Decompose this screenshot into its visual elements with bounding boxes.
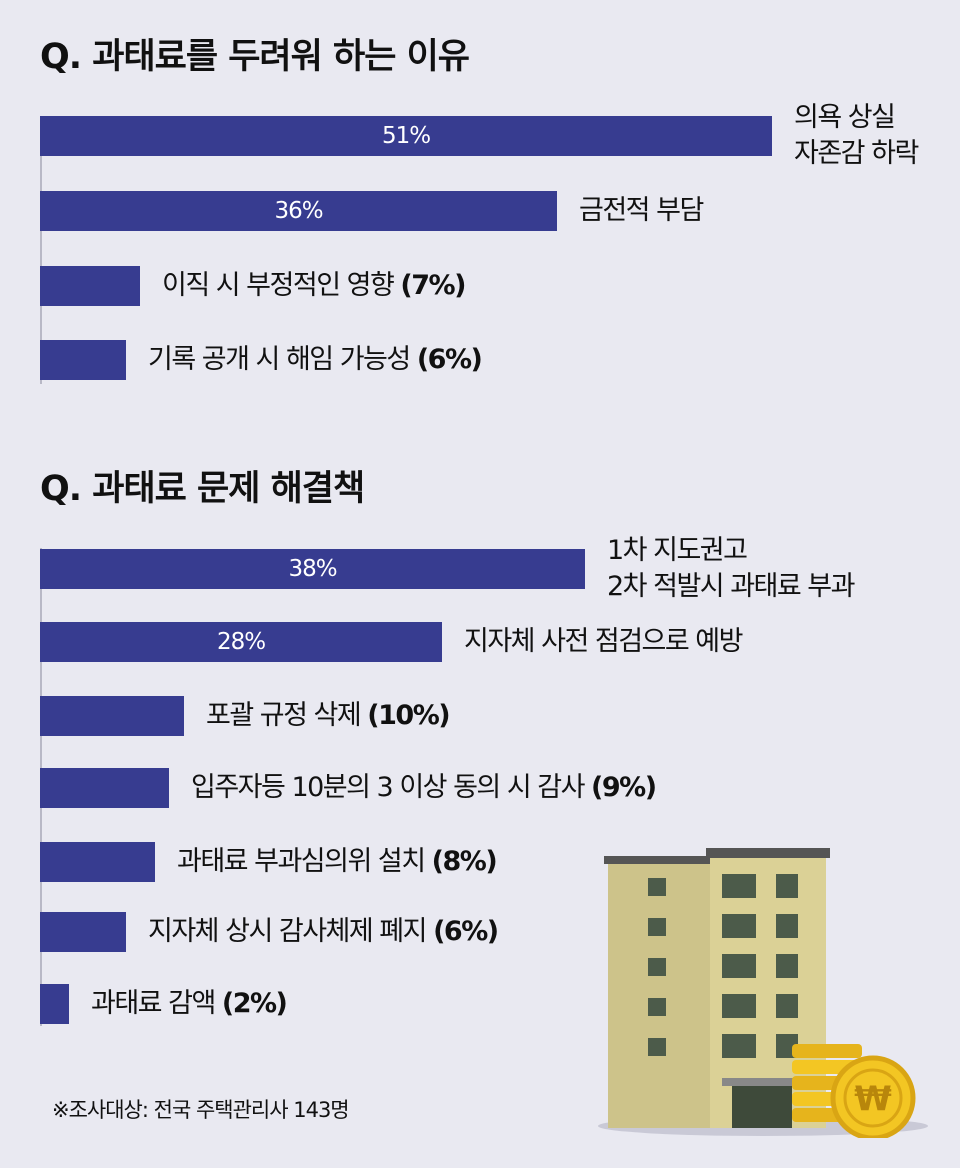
- bar-value-7: (2%): [221, 988, 288, 1019]
- bar-value-3: (7%): [400, 270, 466, 301]
- bar-label-7: 과태료 감액 (2%): [91, 988, 288, 1019]
- bar-5: [40, 842, 155, 882]
- bar-4: [40, 768, 169, 808]
- bar-label-5: 과태료 부과심의위 설치 (8%): [177, 846, 498, 877]
- won-symbol: ₩: [854, 1079, 892, 1119]
- bar-label-4: 입주자등 10분의 3 이상 동의 시 감사 (9%): [191, 772, 657, 803]
- bar-6: [40, 912, 126, 952]
- bar-value-5: (8%): [431, 846, 498, 877]
- bar-value-4: (6%): [416, 344, 483, 375]
- bar-label-4: 기록 공개 시 해임 가능성 (6%): [148, 344, 483, 375]
- bar-label-3: 이직 시 부정적인 영향 (7%): [162, 270, 466, 301]
- bar-value-4: (9%): [591, 772, 657, 803]
- bar-value-1: 51%: [381, 123, 431, 149]
- apartment-coin-illustration: ₩: [598, 848, 928, 1138]
- bar-value-1: 38%: [288, 556, 337, 582]
- building-side-roof: [604, 856, 720, 864]
- building-roof: [706, 848, 830, 858]
- bar-3: [40, 266, 140, 306]
- bar-label-2: 금전적 부담: [579, 195, 704, 226]
- bar-label-3: 포괄 규정 삭제 (10%): [206, 700, 451, 731]
- bar-label-2: 지자체 사전 점검으로 예방: [464, 626, 744, 657]
- bar-label-6: 지자체 상시 감사체제 폐지 (6%): [148, 916, 499, 947]
- bar-1: 51%: [40, 116, 772, 156]
- bar-3: [40, 696, 184, 736]
- bar-2: 36%: [40, 191, 557, 231]
- bar-1: 38%: [40, 549, 585, 589]
- bar-label-1: 1차 지도권고 2차 적발시 과태료 부과: [607, 535, 856, 602]
- bar-label-1: 의욕 상실 자존감 하락: [794, 102, 919, 169]
- chart2-title: Q. 과태료 문제 해결책: [40, 469, 365, 509]
- bar-7: [40, 984, 69, 1024]
- chart1-axis: [40, 116, 42, 384]
- bar-value-3: (10%): [367, 700, 450, 731]
- bar-value-2: 28%: [216, 629, 266, 655]
- building-entrance: [732, 1086, 792, 1128]
- survey-footnote: ※조사대상: 전국 주택관리사 143명: [52, 1098, 350, 1122]
- bar-2: 28%: [40, 622, 442, 662]
- building-windows: [648, 874, 798, 1058]
- entrance-canopy: [722, 1078, 802, 1086]
- building-side: [608, 862, 716, 1128]
- bar-value-6: (6%): [433, 916, 499, 947]
- bar-value-2: 36%: [274, 198, 323, 224]
- bar-4: [40, 340, 126, 380]
- chart1-title: Q. 과태료를 두려워 하는 이유: [40, 37, 470, 77]
